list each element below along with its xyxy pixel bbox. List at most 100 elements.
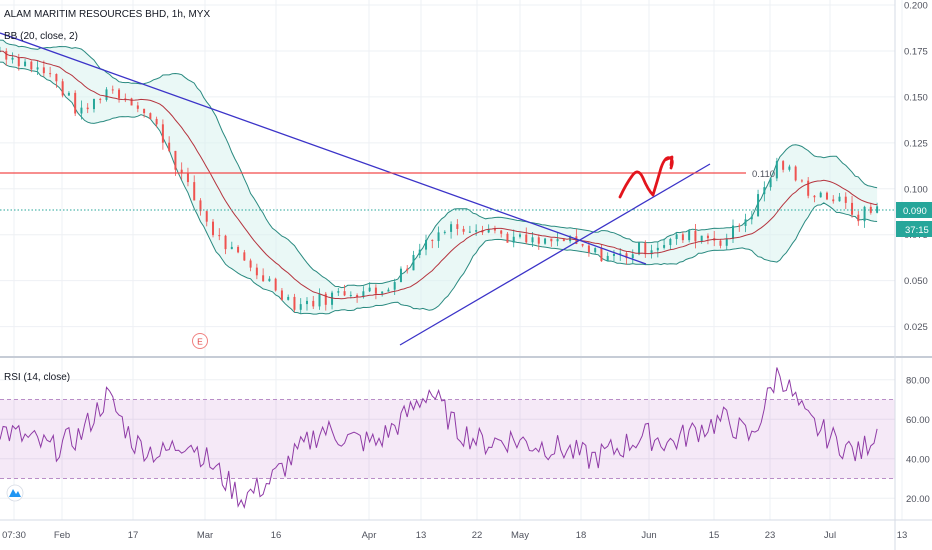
- candle-body: [669, 239, 672, 246]
- candle-body: [111, 89, 114, 91]
- rsi-tick-label: 60.00: [906, 415, 930, 426]
- candle-body: [782, 161, 785, 170]
- price-tick-label: 0.100: [904, 184, 928, 195]
- candle-body: [506, 233, 509, 243]
- candle-body: [174, 150, 177, 170]
- candle-body: [318, 293, 321, 307]
- candle-body: [612, 253, 615, 256]
- candle-body: [381, 291, 384, 294]
- candle-body: [594, 248, 597, 253]
- candle-body: [143, 108, 146, 114]
- candle-body: [518, 234, 521, 237]
- candle-body: [775, 161, 778, 179]
- candle-body: [305, 300, 308, 305]
- candle-body: [757, 194, 760, 217]
- candle-body: [650, 250, 653, 255]
- rsi-axis[interactable]: 20.00 40.00 60.00 80.00: [906, 375, 930, 505]
- candle-body: [525, 234, 528, 243]
- uptrend-line[interactable]: [399, 163, 711, 346]
- candle-body: [437, 232, 440, 242]
- candle-body: [625, 253, 628, 259]
- candle-body: [99, 98, 102, 100]
- candle-body: [644, 242, 647, 255]
- candle-body: [237, 246, 240, 253]
- time-tick-label: 15: [709, 530, 720, 541]
- time-tick-label: 18: [576, 530, 587, 541]
- rsi-band-fill: [0, 399, 895, 479]
- candle-body: [500, 230, 503, 234]
- candle-body: [819, 192, 822, 198]
- price-tick-label: 0.200: [904, 1, 928, 12]
- price-tick-label: 0.025: [904, 322, 928, 333]
- candle-body: [393, 282, 396, 290]
- candle-body: [675, 234, 678, 240]
- candle-body: [299, 304, 302, 310]
- candle-body: [456, 224, 459, 229]
- candle-body: [118, 89, 121, 99]
- indicator-label-bollinger: BB (20, close, 2): [4, 31, 78, 42]
- candle-body: [638, 242, 641, 255]
- chart-title: ALAM MARITIM RESOURCES BHD, 1h, MYX: [4, 9, 210, 20]
- candle-body: [869, 206, 872, 213]
- candle-body: [30, 61, 33, 70]
- candle-body: [863, 206, 866, 222]
- rsi-tick-label: 80.00: [906, 375, 930, 386]
- candle-body: [337, 291, 340, 293]
- candle-body: [876, 206, 879, 213]
- candle-body: [487, 229, 490, 233]
- current-price-tag: 0.090: [896, 202, 932, 218]
- candle-body: [230, 246, 233, 250]
- candle-body: [531, 237, 534, 243]
- candle-body: [763, 187, 766, 195]
- downtrend-line[interactable]: [0, 32, 647, 265]
- candle-body: [155, 118, 158, 125]
- time-tick-label: 17: [128, 530, 139, 541]
- bollinger-basis-line: [0, 50, 878, 300]
- candle-body: [556, 239, 559, 242]
- candle-body: [587, 245, 590, 253]
- candle-body: [493, 229, 496, 231]
- candle-body: [462, 228, 465, 232]
- candle-body: [694, 230, 697, 242]
- candle-body: [105, 89, 108, 100]
- time-axis[interactable]: 07:30 Feb 17 Mar 16 Apr 13 22 May 18 Jun 15 23 Jul 13: [2, 530, 907, 541]
- time-tick-label: Feb: [54, 530, 70, 541]
- candle-body: [199, 200, 202, 212]
- candle-body: [249, 260, 252, 268]
- candle-body: [700, 235, 703, 242]
- candle-body: [807, 180, 810, 196]
- candle-body: [606, 255, 609, 262]
- svg-text:E: E: [197, 337, 203, 347]
- forecast-drawing[interactable]: [618, 155, 674, 199]
- candle-body: [287, 296, 290, 300]
- candle-body: [136, 105, 139, 109]
- price-panel: 0.110 ALAM MARITIM RESOURCES BHD, 1h, MY…: [0, 0, 903, 520]
- candle-body: [324, 293, 327, 305]
- candle-body: [738, 225, 741, 227]
- candle-body: [706, 235, 709, 239]
- candle-body: [262, 275, 265, 282]
- time-tick-label: 23: [765, 530, 776, 541]
- candle-body: [838, 196, 841, 202]
- candle-body: [168, 142, 171, 151]
- candle-body: [92, 98, 95, 110]
- candle-body: [399, 268, 402, 283]
- time-tick-label: Mar: [197, 530, 213, 541]
- candle-body: [218, 235, 221, 237]
- resistance-label: 0.110: [752, 169, 775, 180]
- candle-body: [161, 124, 164, 143]
- candle-body: [769, 178, 772, 188]
- earnings-marker[interactable]: E: [192, 333, 208, 349]
- candle-body: [224, 235, 227, 250]
- candle-body: [274, 278, 277, 291]
- time-tick-label: Jun: [641, 530, 656, 541]
- candle-body: [656, 247, 659, 251]
- indicator-label-rsi: RSI (14, close): [4, 372, 70, 383]
- candle-body: [512, 236, 515, 243]
- candle-body: [619, 253, 622, 255]
- candle-body: [24, 61, 27, 67]
- candle-body: [425, 239, 428, 250]
- candle-body: [750, 216, 753, 220]
- candle-body: [688, 230, 691, 241]
